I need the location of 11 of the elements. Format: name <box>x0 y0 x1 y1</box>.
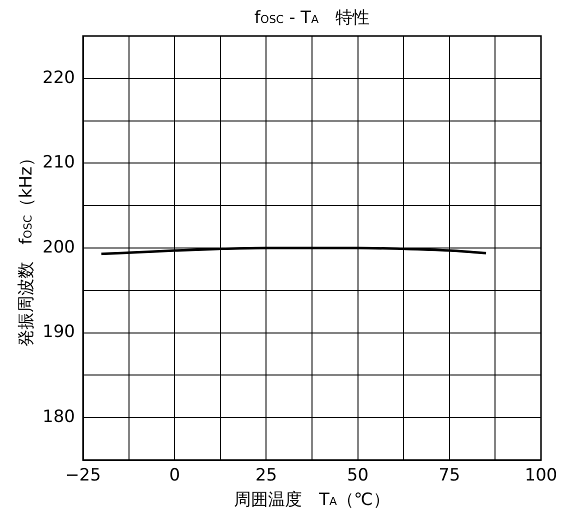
x-tick-label: 75 <box>438 466 460 486</box>
y-tick-label: 220 <box>42 68 75 88</box>
y-tick-label: 190 <box>42 322 75 342</box>
x-tick-label: −25 <box>65 466 101 486</box>
y-tick-label: 180 <box>42 407 75 428</box>
y-tick-label: 210 <box>42 152 75 173</box>
x-tick-label: 50 <box>346 466 369 486</box>
y-tick-label: 200 <box>42 237 75 258</box>
x-tick-label: 100 <box>524 466 558 486</box>
x-tick-label: 0 <box>169 466 180 486</box>
x-tick-label: 25 <box>255 466 278 486</box>
